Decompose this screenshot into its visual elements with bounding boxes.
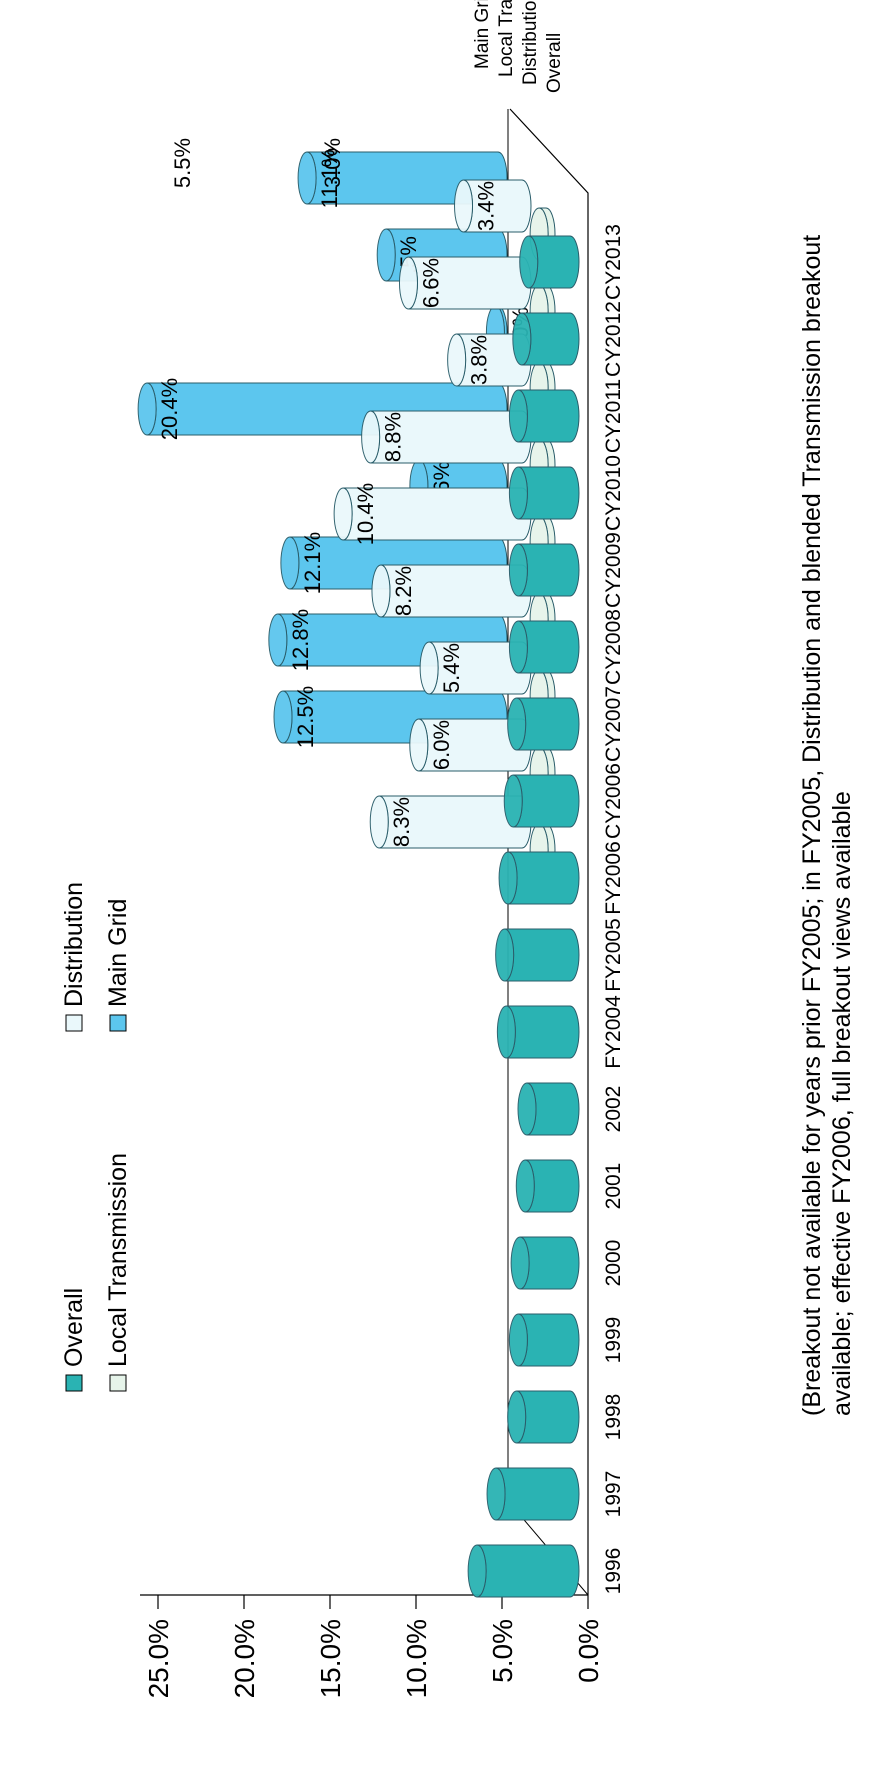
depth-label-distribution: Distribution <box>520 0 541 85</box>
y-tick-label: 0.0% <box>573 1619 604 1683</box>
data-label-main-grid-cy2013: 11.1% <box>317 148 342 209</box>
bar-distribution-cy2009 <box>333 487 532 541</box>
legend-item-distribution: Distribution <box>60 882 88 1007</box>
data-label-distribution-cy2012: 6.6% <box>418 258 443 308</box>
data-label-main-grid-cy2008: 12.1% <box>300 532 325 594</box>
data-label-distribution-cy2006: 6.0% <box>429 720 454 770</box>
bar-overall-2000 <box>510 1236 580 1290</box>
bar-overall-fy2005 <box>495 928 580 982</box>
bar-overall-cy2009 <box>508 543 580 597</box>
category-label-cy2009: CY2009 <box>602 532 625 608</box>
bar-distribution-cy2011 <box>447 333 532 387</box>
legend-item-local-transmission: Local Transmission <box>104 1153 132 1367</box>
bar-overall-cy2012 <box>512 312 580 366</box>
category-label-1999: 1999 <box>602 1317 625 1364</box>
category-label-1997: 1997 <box>602 1471 625 1518</box>
data-label-distribution-cy2009: 10.4% <box>353 483 378 545</box>
data-label-distribution-cy2008: 8.2% <box>391 566 416 616</box>
legend: Overall Distribution Local Transmission Mai… <box>60 882 132 1392</box>
floor-edge <box>509 108 589 1595</box>
bar-overall-1997 <box>486 1467 580 1521</box>
category-label-1996: 1996 <box>602 1548 625 1595</box>
bar-overall-1998 <box>507 1390 580 1444</box>
footnote: (Breakout not available for years prior … <box>798 235 856 1416</box>
bar-overall-2001 <box>515 1159 580 1213</box>
depth-label-main-grid: Main Grid <box>472 0 493 69</box>
series-distribution: 8.3% 6.0% 5.4% 8.2% 10.4%8.8% 3.8% 6.6% 3.4% <box>333 179 532 849</box>
bar-overall-cy2013 <box>519 235 580 289</box>
category-label-2000: 2000 <box>602 1240 625 1287</box>
bar-distribution-cy2013 <box>454 179 532 233</box>
chart-rotated-frame: 0.0% 5.0% 10.0% 15.0% 20.0% 25.0% 12.5% 12.8% 1… <box>60 0 856 1698</box>
bar-overall-fy2006 <box>498 851 580 905</box>
legend-swatch-local-transmission <box>109 1374 127 1392</box>
data-label-main-grid-cy2007: 12.8% <box>288 609 313 671</box>
data-label-main-grid-cy2006: 12.5% <box>293 686 318 748</box>
data-label-distribution-cy2013: 3.4% <box>474 181 499 231</box>
footnote-line: (Breakout not available for years prior … <box>798 235 826 1416</box>
depth-label-local-transmission: Local Transmission <box>496 0 517 77</box>
bar-distribution-cy2012 <box>398 256 532 310</box>
legend-swatch-distribution <box>65 1014 83 1032</box>
bar-overall-cy2008 <box>508 620 580 674</box>
series-overall <box>467 235 580 1598</box>
bar-distribution-cy2007 <box>419 641 532 695</box>
y-tick-label: 10.0% <box>401 1619 432 1698</box>
data-label-main-grid-cy2010: 20.4% <box>157 378 182 440</box>
footnote-line: available; effective FY2006, full breako… <box>828 791 856 1416</box>
category-label-cy2013: CY2013 <box>602 224 625 300</box>
y-tick-label: 20.0% <box>229 1619 260 1698</box>
data-label-distribution-cy2007: 5.4% <box>439 643 464 693</box>
y-tick-label: 15.0% <box>315 1619 346 1698</box>
x-axis-categories: 1996 1997 1998 1999 2000 2001 2002 FY2004 FY2005… <box>602 224 625 1594</box>
category-label-cy2008: CY2008 <box>602 609 625 685</box>
category-label-cy2007: CY2007 <box>602 686 625 762</box>
bar-distribution-cy2008 <box>371 564 532 618</box>
bar-overall-1996 <box>467 1544 580 1598</box>
y-tick-label: 25.0% <box>143 1619 174 1698</box>
data-label-distribution-fy2006: 8.3% <box>389 797 414 847</box>
extra-data-label: 5.5% <box>170 138 195 188</box>
bar-overall-1999 <box>508 1313 580 1367</box>
bar-overall-cy2010 <box>508 466 580 520</box>
y-tick-label: 5.0% <box>487 1619 518 1683</box>
extra-data-label: 3.0% <box>320 138 345 188</box>
category-label-fy2004: FY2004 <box>602 995 625 1069</box>
category-label-cy2010: CY2010 <box>602 455 625 531</box>
legend-item-overall: Overall <box>60 1288 88 1367</box>
bar-overall-cy2007 <box>507 697 580 751</box>
category-label-cy2006: CY2006 <box>602 763 625 839</box>
bar-overall-cy2011 <box>508 389 580 443</box>
legend-swatch-overall <box>65 1374 83 1392</box>
legend-swatch-main-grid <box>109 1014 127 1032</box>
category-label-2002: 2002 <box>602 1086 625 1133</box>
category-label-cy2012: CY2012 <box>602 301 625 377</box>
bar-distribution-cy2006 <box>409 718 532 772</box>
depth-label-overall: Overall <box>544 33 565 93</box>
y-axis-ticks: 0.0% 5.0% 10.0% 15.0% 20.0% 25.0% <box>143 1595 604 1698</box>
bar-overall-2002 <box>517 1082 580 1136</box>
bar-overall-cy2006 <box>503 774 580 828</box>
data-label-distribution-cy2011: 3.8% <box>467 335 492 385</box>
category-label-2001: 2001 <box>602 1163 625 1210</box>
category-label-fy2005: FY2005 <box>602 918 625 992</box>
category-label-1998: 1998 <box>602 1394 625 1441</box>
data-label-distribution-cy2010: 8.8% <box>381 412 406 462</box>
bar-overall-fy2004 <box>496 1005 580 1059</box>
category-label-cy2011: CY2011 <box>602 379 625 453</box>
bar-distribution-cy2010 <box>361 410 532 464</box>
legend-item-main-grid: Main Grid <box>104 899 132 1007</box>
category-label-fy2006: FY2006 <box>602 841 625 915</box>
bar-distribution-fy2006 <box>369 795 532 849</box>
